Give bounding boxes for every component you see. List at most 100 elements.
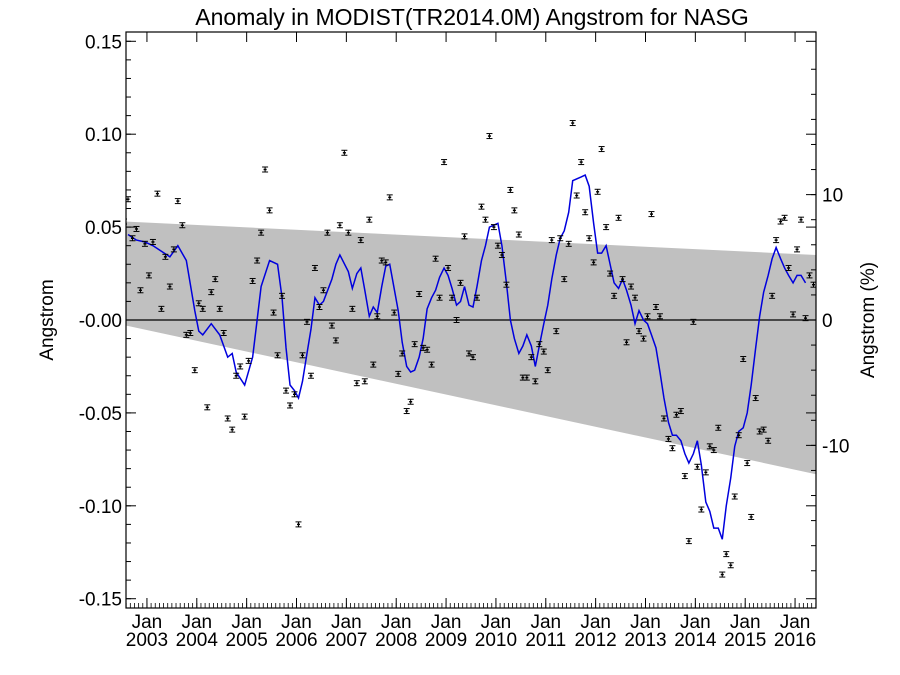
monthly-point bbox=[673, 411, 680, 418]
monthly-point bbox=[507, 186, 514, 193]
monthly-point bbox=[407, 398, 414, 405]
x-tick-label-month: Jan bbox=[630, 612, 661, 633]
monthly-point bbox=[478, 203, 485, 210]
x-tick-label-year: 2009 bbox=[425, 630, 467, 651]
monthly-point bbox=[690, 318, 697, 325]
monthly-point bbox=[320, 287, 327, 294]
monthly-point bbox=[490, 224, 497, 231]
monthly-point bbox=[594, 188, 601, 195]
monthly-point bbox=[565, 240, 572, 247]
monthly-point bbox=[416, 290, 423, 297]
monthly-point bbox=[557, 235, 564, 242]
monthly-point bbox=[723, 551, 730, 558]
monthly-point bbox=[494, 242, 501, 249]
monthly-point bbox=[212, 276, 219, 283]
monthly-point bbox=[332, 337, 339, 344]
monthly-point bbox=[719, 571, 726, 578]
monthly-point bbox=[279, 292, 286, 299]
x-tick-label-month: Jan bbox=[331, 612, 362, 633]
monthly-point bbox=[569, 120, 576, 127]
monthly-point bbox=[316, 303, 323, 310]
monthly-point bbox=[287, 402, 294, 409]
monthly-point bbox=[341, 149, 348, 156]
monthly-point bbox=[187, 330, 194, 337]
monthly-point bbox=[731, 493, 738, 500]
monthly-point bbox=[765, 437, 772, 444]
monthly-point bbox=[162, 253, 169, 260]
monthly-point bbox=[126, 196, 131, 203]
monthly-point bbox=[748, 513, 755, 520]
monthly-point bbox=[349, 305, 356, 312]
x-tick-label-month: Jan bbox=[132, 612, 163, 633]
monthly-point bbox=[528, 354, 535, 361]
monthly-point bbox=[149, 238, 156, 245]
monthly-point bbox=[710, 447, 717, 454]
monthly-point bbox=[498, 251, 505, 258]
monthly-point bbox=[229, 426, 236, 433]
monthly-point bbox=[324, 229, 331, 236]
monthly-point bbox=[374, 313, 381, 320]
y-tick-label: -0.00 bbox=[79, 311, 122, 332]
monthly-point bbox=[357, 237, 364, 244]
monthly-point bbox=[644, 313, 651, 320]
y-tick-label: -0.15 bbox=[79, 590, 122, 611]
monthly-point bbox=[403, 408, 410, 415]
monthly-point bbox=[760, 426, 767, 433]
monthly-point bbox=[158, 305, 165, 312]
monthly-point bbox=[573, 192, 580, 199]
x-tick-label-month: Jan bbox=[431, 612, 462, 633]
x-tick-label-year: 2008 bbox=[375, 630, 417, 651]
monthly-point bbox=[270, 309, 277, 316]
monthly-point bbox=[183, 331, 190, 338]
monthly-point bbox=[590, 259, 597, 266]
monthly-point bbox=[133, 225, 140, 232]
x-tick-label-year: 2007 bbox=[325, 630, 367, 651]
monthly-point bbox=[777, 218, 784, 225]
monthly-point bbox=[677, 408, 684, 415]
x-tick-label-month: Jan bbox=[481, 612, 512, 633]
monthly-point bbox=[781, 214, 788, 221]
monthly-point bbox=[137, 287, 144, 294]
monthly-point bbox=[237, 363, 244, 370]
monthly-point bbox=[652, 303, 659, 310]
monthly-point bbox=[428, 361, 435, 368]
plot-layer bbox=[126, 120, 816, 578]
monthly-point bbox=[607, 270, 614, 277]
monthly-point bbox=[441, 159, 448, 166]
monthly-point bbox=[523, 374, 530, 381]
monthly-point bbox=[436, 294, 443, 301]
monthly-point bbox=[486, 133, 493, 140]
monthly-point bbox=[220, 330, 227, 337]
monthly-point bbox=[328, 322, 335, 329]
monthly-point bbox=[735, 432, 742, 439]
monthly-point bbox=[283, 387, 290, 394]
monthly-point bbox=[544, 367, 551, 374]
x-tick-label-month: Jan bbox=[780, 612, 811, 633]
x-tick-label-month: Jan bbox=[730, 612, 761, 633]
monthly-point bbox=[411, 341, 418, 348]
monthly-point bbox=[660, 415, 667, 422]
monthly-point bbox=[603, 224, 610, 231]
monthly-point bbox=[469, 354, 476, 361]
x-tick-label-month: Jan bbox=[530, 612, 561, 633]
monthly-point bbox=[208, 289, 215, 296]
monthly-point bbox=[640, 335, 647, 342]
x-tick-label-year: 2005 bbox=[226, 630, 268, 651]
y-tick-label: -0.05 bbox=[79, 404, 122, 425]
monthly-point bbox=[245, 357, 252, 364]
y-tick-label-right: -10 bbox=[822, 436, 849, 457]
monthly-point bbox=[274, 352, 281, 359]
monthly-point bbox=[619, 276, 626, 283]
monthly-point bbox=[503, 281, 510, 288]
monthly-point bbox=[378, 257, 385, 264]
monthly-point bbox=[706, 443, 713, 450]
x-tick-label-year: 2006 bbox=[275, 630, 317, 651]
monthly-point bbox=[511, 207, 518, 214]
monthly-point bbox=[727, 562, 734, 569]
y-axis-label: Angstrom bbox=[37, 279, 58, 360]
monthly-point bbox=[681, 473, 688, 480]
monthly-point bbox=[744, 460, 751, 467]
x-tick-label-year: 2016 bbox=[774, 630, 816, 651]
monthly-point bbox=[790, 311, 797, 318]
x-tick-label-month: Jan bbox=[580, 612, 611, 633]
